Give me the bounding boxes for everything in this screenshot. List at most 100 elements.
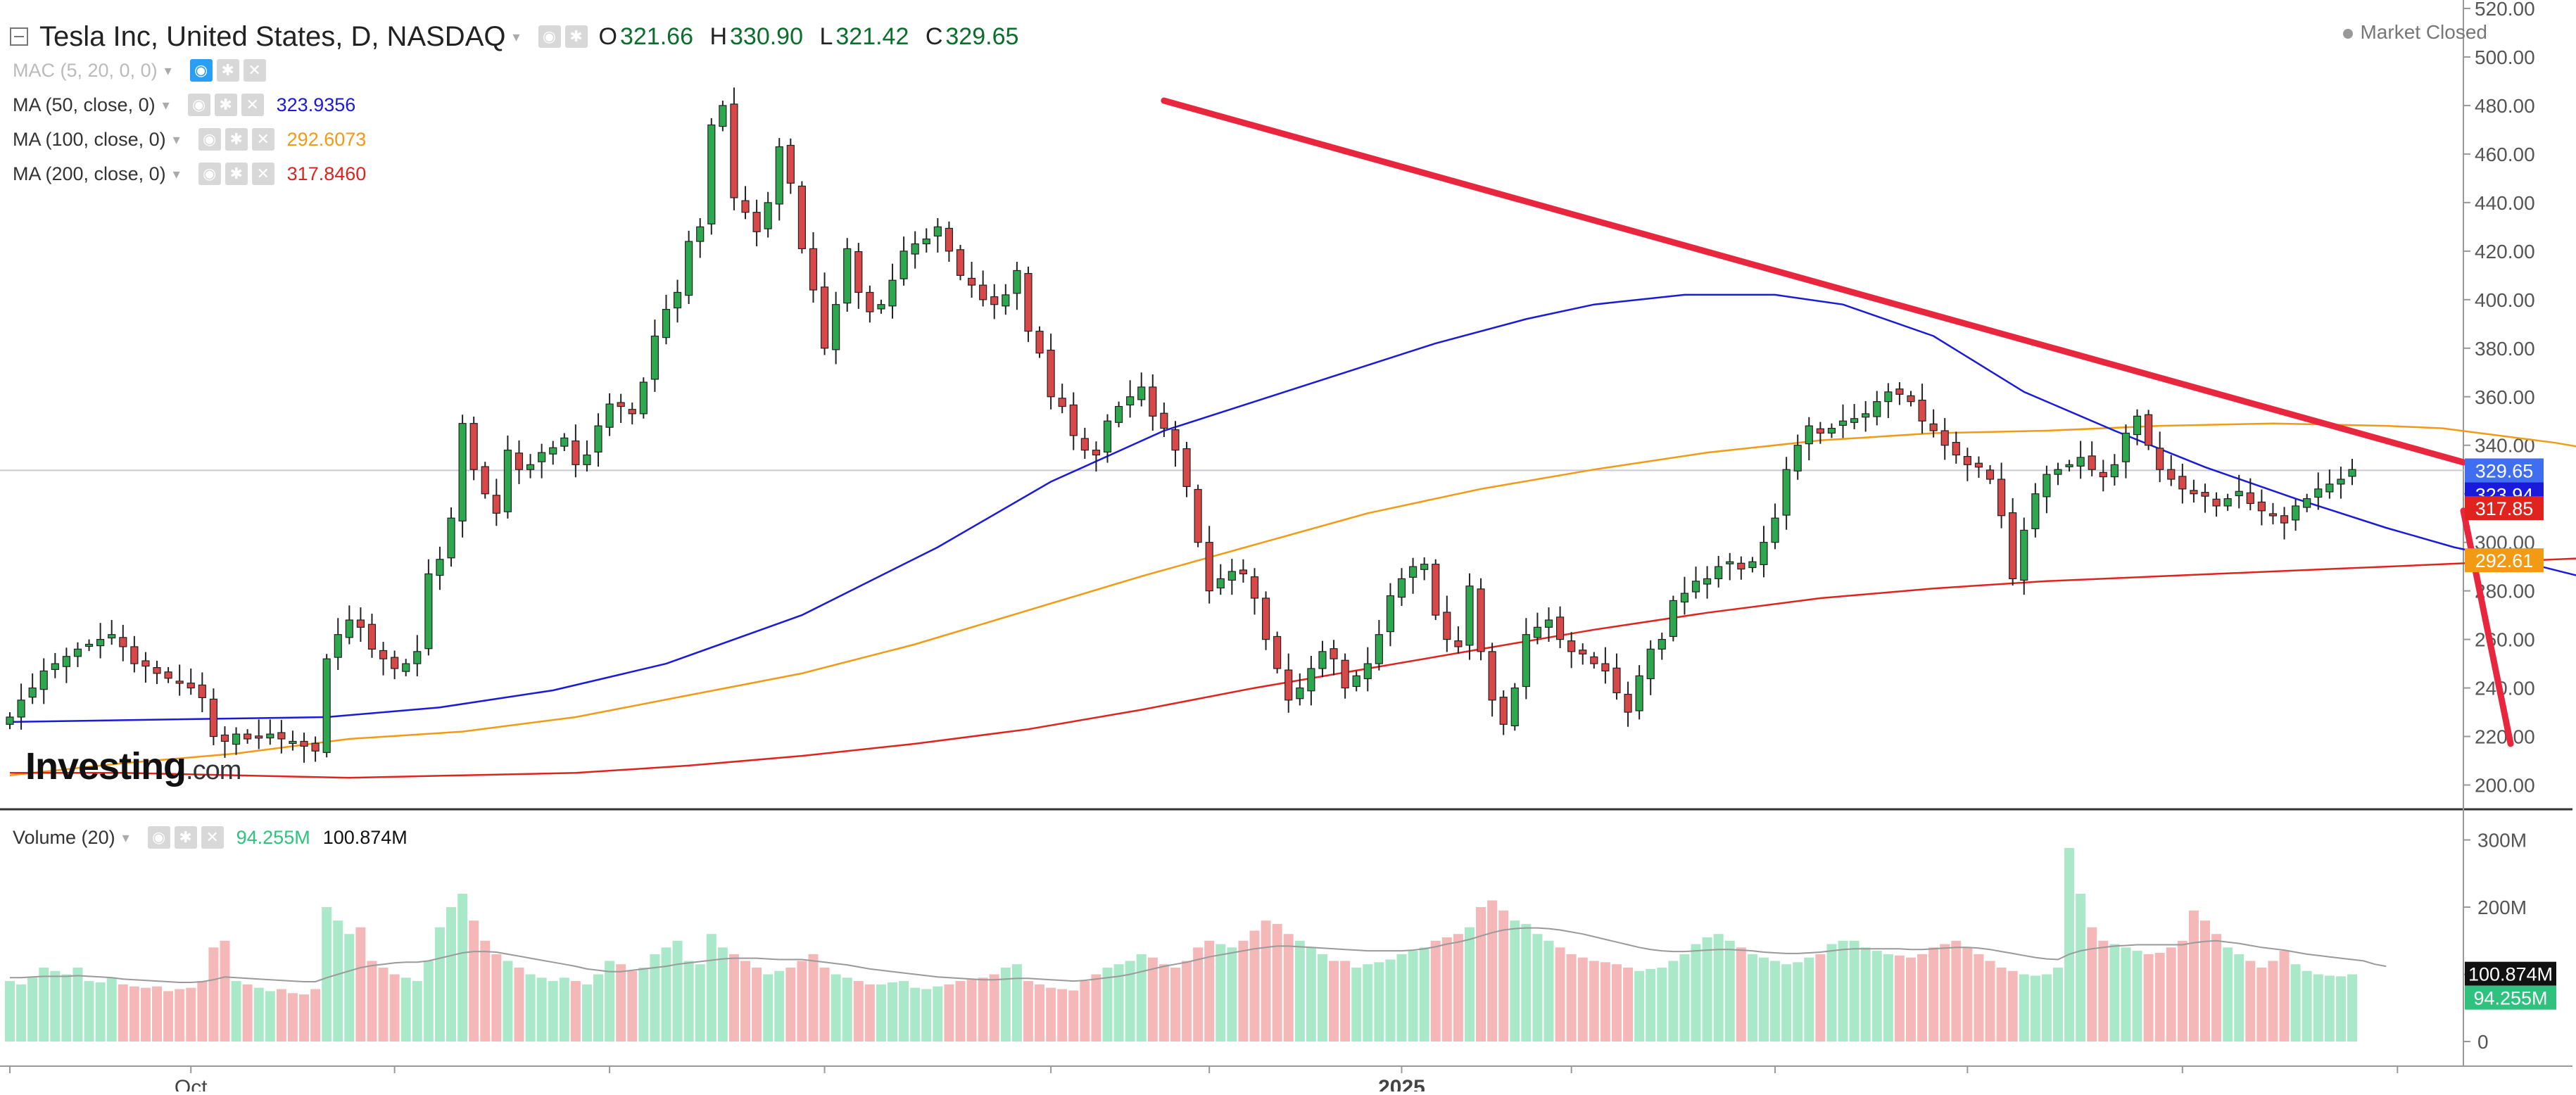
gear-icon[interactable]: ✱ [564, 25, 588, 48]
close-icon[interactable]: ✕ [201, 826, 224, 849]
close-icon[interactable]: ✕ [251, 163, 274, 185]
volume-bar [1204, 940, 1215, 1042]
candle-body [503, 450, 512, 512]
volume-bar [2041, 974, 2052, 1042]
volume-bar [163, 991, 174, 1042]
eye-icon[interactable]: ◉ [198, 128, 221, 151]
chevron-down-icon[interactable]: ▾ [162, 97, 170, 113]
chart-title-row: Tesla Inc, United States, D, NASDAQ ▾ ◉ … [10, 15, 1028, 58]
volume-bar [672, 940, 683, 1042]
indicator-ma100[interactable]: MA (100, close, 0) ▾ ◉ ✱ ✕ 292.6073 [13, 125, 366, 153]
eye-icon[interactable]: ◉ [187, 94, 210, 116]
candle-body [1771, 517, 1779, 543]
volume-bar [1860, 947, 1871, 1042]
collapse-icon[interactable] [10, 27, 28, 46]
volume-bar [1826, 944, 1837, 1042]
candle-body [1420, 564, 1429, 570]
status-dot-icon [2343, 28, 2354, 39]
volume-bar [491, 954, 502, 1042]
indicator-mac[interactable]: MAC (5, 20, 0, 0) ▾ ◉ ✱ ✕ [13, 56, 266, 84]
candle-body [356, 619, 365, 628]
candle-body [1691, 581, 1700, 593]
gear-icon[interactable]: ✱ [225, 163, 248, 185]
volume-bar [1521, 923, 1532, 1042]
eye-icon[interactable]: ◉ [147, 826, 170, 849]
candle-body [2201, 492, 2209, 497]
candle-body [2337, 479, 2345, 485]
indicator-ma50[interactable]: MA (50, close, 0) ▾ ◉ ✱ ✕ 323.9356 [13, 91, 355, 119]
candle-body [2121, 432, 2130, 462]
volume-bar [1419, 947, 1429, 1042]
candle-body [764, 202, 772, 229]
volume-bar [400, 977, 411, 1042]
volume-bar [72, 967, 83, 1042]
candle-body [187, 683, 195, 689]
volume-value: 94.255M [236, 826, 310, 848]
chevron-down-icon[interactable]: ▾ [122, 830, 130, 846]
volume-bar [819, 967, 830, 1042]
eye-icon[interactable]: ◉ [198, 163, 221, 185]
volume-bar [1102, 967, 1113, 1042]
volume-bar [1125, 961, 1135, 1042]
volume-bar [2245, 961, 2256, 1042]
candle-body [1522, 634, 1530, 688]
close-icon[interactable]: ✕ [243, 59, 266, 82]
candle-body [1940, 430, 1949, 446]
volume-bar [2166, 947, 2176, 1042]
candle-body [2325, 483, 2334, 493]
candle-body [1182, 448, 1191, 487]
volume-bar [1035, 984, 1045, 1042]
volume-bar [797, 961, 807, 1042]
chevron-down-icon[interactable]: ▾ [512, 29, 520, 45]
candle-body [2020, 529, 2028, 581]
volume-bar [1408, 951, 1418, 1042]
candle-body [108, 634, 116, 639]
candle-body [1284, 669, 1293, 701]
volume-bar [1487, 900, 1498, 1042]
chevron-down-icon[interactable]: ▾ [172, 166, 180, 182]
gear-icon[interactable]: ✱ [214, 94, 237, 116]
candle-body [1013, 270, 1021, 294]
candle-body [820, 286, 829, 349]
volume-bar [1713, 934, 1724, 1042]
candle-body [367, 624, 377, 650]
eye-icon[interactable]: ◉ [538, 25, 561, 48]
volume-bar [1758, 957, 1769, 1042]
gear-icon[interactable]: ✱ [216, 59, 239, 82]
gear-icon[interactable]: ✱ [174, 826, 197, 849]
candle-body [1590, 656, 1598, 664]
candle-body [979, 284, 987, 300]
candle-body [639, 381, 648, 414]
volume-bar [1781, 964, 1792, 1042]
volume-bar [469, 920, 479, 1042]
candle-body [2110, 464, 2119, 478]
indicator-volume[interactable]: Volume (20) ▾ ◉ ✱ ✕ 94.255M 100.874M [13, 823, 408, 852]
eye-icon[interactable]: ◉ [189, 59, 213, 82]
price-badge-label: 292.61 [2475, 550, 2534, 571]
candle-body [1160, 412, 1168, 429]
candle-body [1963, 455, 1971, 465]
volume-bar [457, 893, 468, 1042]
close-icon[interactable]: ✕ [251, 128, 274, 151]
candle-body [1624, 693, 1632, 713]
volume-ma-value: 100.874M [322, 826, 408, 848]
chevron-down-icon[interactable]: ▾ [164, 63, 172, 79]
candle-body [1307, 668, 1315, 692]
candle-body [1047, 349, 1055, 398]
chevron-down-icon[interactable]: ▾ [172, 132, 180, 148]
close-icon[interactable]: ✕ [241, 94, 264, 116]
volume-bar [2030, 975, 2040, 1042]
candle-body [956, 249, 965, 276]
candle-body [1544, 619, 1553, 628]
volume-bar [933, 986, 943, 1042]
indicator-ma200[interactable]: MA (200, close, 0) ▾ ◉ ✱ ✕ 317.8460 [13, 160, 366, 188]
candle-body [1533, 626, 1542, 638]
candle-body [945, 227, 953, 252]
market-status: Market Closed [2343, 21, 2487, 44]
volume-bar [695, 964, 705, 1042]
volume-bar [1634, 970, 1645, 1042]
candle-body [1918, 399, 1926, 422]
volume-bar [2302, 970, 2312, 1042]
gear-icon[interactable]: ✱ [225, 128, 248, 151]
